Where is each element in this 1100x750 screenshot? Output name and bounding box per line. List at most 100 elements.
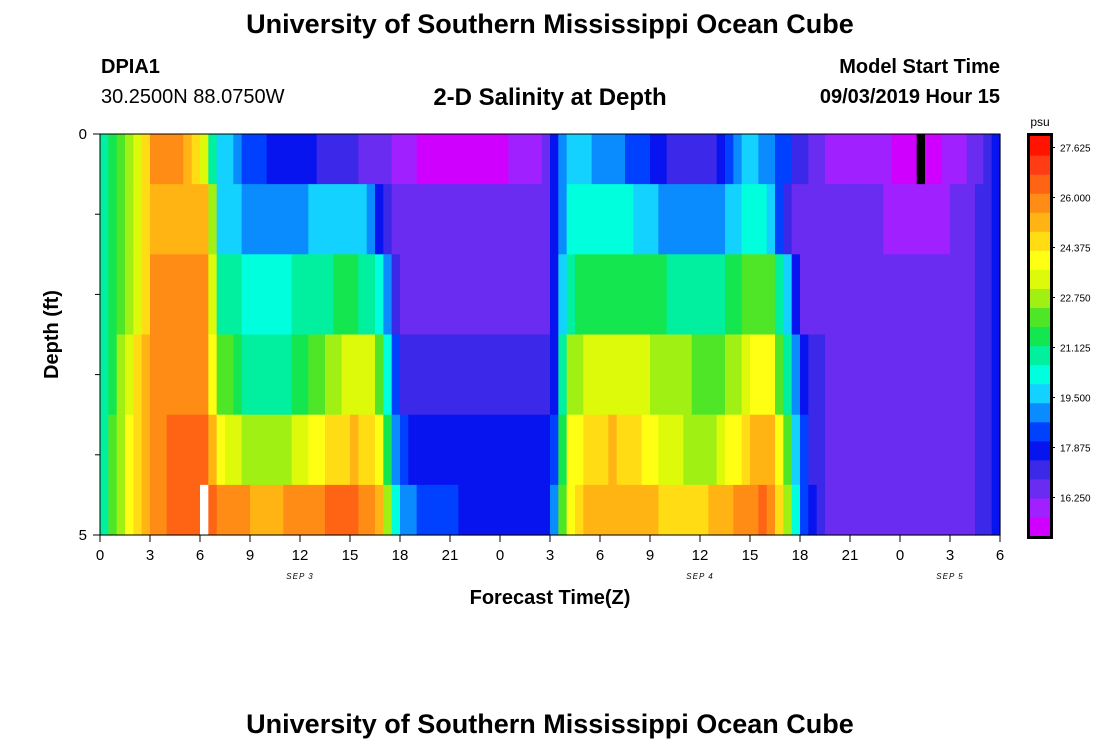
heatmap-cell	[116, 334, 126, 416]
heatmap-cell	[208, 484, 218, 536]
heatmap-cell	[558, 484, 568, 536]
heatmap-cell	[491, 254, 501, 336]
heatmap-cell	[233, 484, 243, 536]
heatmap-cell	[475, 184, 484, 255]
heatmap-cell	[291, 484, 301, 536]
heatmap-cell	[700, 484, 709, 536]
heatmap-cell	[458, 414, 468, 486]
heatmap-cell	[608, 334, 618, 416]
heatmap-cell	[850, 414, 859, 486]
heatmap-cell	[850, 184, 859, 255]
heatmap-cell	[225, 484, 234, 536]
heatmap-cell	[858, 414, 868, 486]
heatmap-cell	[241, 414, 251, 486]
heatmap-cell	[416, 484, 426, 536]
heatmap-cell	[883, 134, 893, 185]
heatmap-cell	[575, 334, 584, 416]
heatmap-cell	[183, 334, 193, 416]
heatmap-cell	[158, 254, 168, 336]
heatmap-cell	[158, 484, 168, 536]
heatmap-cell	[741, 184, 751, 255]
heatmap-cell	[833, 134, 843, 185]
heatmap-cell	[200, 414, 209, 486]
date-label: SEP 5	[936, 572, 963, 581]
heatmap-cell	[841, 184, 851, 255]
heatmap-cell	[391, 184, 401, 255]
heatmap-cell	[275, 184, 284, 255]
heatmap-cell	[691, 334, 701, 416]
heatmap-cell	[541, 254, 551, 336]
heatmap-cell	[458, 484, 468, 536]
heatmap-cell	[433, 334, 443, 416]
heatmap-cell	[866, 184, 876, 255]
heatmap-cell	[166, 134, 176, 185]
colorbar-segment	[1030, 269, 1050, 289]
heatmap-cell	[841, 484, 851, 536]
heatmap-cell	[758, 254, 768, 336]
heatmap-cell	[675, 414, 684, 486]
heatmap-cell	[208, 184, 218, 255]
heatmap-cell	[875, 134, 884, 185]
heatmap-cell	[800, 414, 809, 486]
heatmap-cell	[783, 184, 793, 255]
heatmap-cell	[708, 134, 718, 185]
heatmap-cell	[241, 484, 251, 536]
heatmap-cell	[366, 254, 376, 336]
heatmap-cell	[466, 134, 476, 185]
heatmap-cell	[483, 184, 493, 255]
heatmap-cell	[941, 334, 951, 416]
heatmap-cell	[175, 484, 184, 536]
heatmap-cell	[583, 414, 593, 486]
heatmap-cell	[683, 484, 693, 536]
heatmap-cell	[175, 134, 184, 185]
heatmap-cell	[441, 184, 451, 255]
heatmap-cell	[900, 254, 909, 336]
heatmap-cell	[766, 134, 776, 185]
heatmap-cell	[666, 134, 676, 185]
heatmap-cell	[833, 184, 843, 255]
heatmap-cell	[191, 254, 201, 336]
heatmap-cell	[891, 484, 901, 536]
heatmap-cell	[683, 134, 693, 185]
heatmap-cell	[533, 414, 543, 486]
heatmap-cell	[950, 484, 959, 536]
colorbar-segment	[1030, 478, 1050, 499]
heatmap-cell	[808, 414, 818, 486]
heatmap-cell	[733, 414, 743, 486]
heatmap-cell	[358, 484, 368, 536]
heatmap-cell	[825, 334, 834, 416]
heatmap-cell	[441, 414, 451, 486]
heatmap-cell	[533, 484, 543, 536]
heatmap-cell	[383, 414, 393, 486]
heatmap-cell	[400, 134, 409, 185]
heatmap-cell	[166, 484, 176, 536]
heatmap-cell	[258, 484, 268, 536]
heatmap-cell	[116, 254, 126, 336]
heatmap-cell	[241, 134, 251, 185]
date-label: SEP 4	[686, 572, 713, 581]
heatmap-cell	[308, 334, 318, 416]
heatmap-cell	[300, 254, 309, 336]
heatmap-cell	[375, 414, 384, 486]
heatmap-cell	[533, 254, 543, 336]
heatmap-cell	[916, 484, 926, 536]
heatmap-cell	[983, 254, 993, 336]
colorbar-tick-label: 26.000	[1060, 194, 1091, 205]
heatmap-cell	[658, 254, 668, 336]
model-start-value: 09/03/2019 Hour 15	[819, 86, 1000, 108]
heatmap-cell	[475, 254, 484, 336]
heatmap-cell	[608, 184, 618, 255]
heatmap-cell	[850, 134, 859, 185]
heatmap-cell	[875, 254, 884, 336]
heatmap-cell	[541, 484, 551, 536]
heatmap-cell	[125, 484, 134, 536]
x-tick-label: 9	[646, 547, 654, 564]
heatmap-cell	[991, 184, 1001, 255]
heatmap-cell	[625, 134, 634, 185]
heatmap-cell	[958, 414, 968, 486]
heatmap-cell	[866, 484, 876, 536]
heatmap-cell	[216, 484, 226, 536]
heatmap-cell	[491, 184, 501, 255]
heatmap-cell	[141, 184, 151, 255]
